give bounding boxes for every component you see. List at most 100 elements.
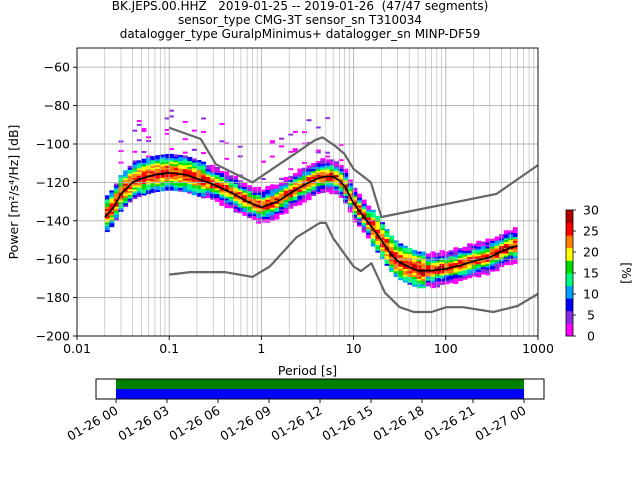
density-cell xyxy=(297,187,303,190)
density-cell xyxy=(499,243,505,246)
density-cell xyxy=(219,184,225,187)
density-cell xyxy=(214,178,220,181)
density-cell xyxy=(366,234,372,237)
density-cell xyxy=(201,190,207,193)
colorbar-tick-label: 10 xyxy=(583,287,599,302)
density-cell xyxy=(265,207,271,210)
colorbar-cell xyxy=(566,294,573,297)
density-cell xyxy=(430,272,436,275)
density-cell xyxy=(343,189,349,193)
colorbar-cell xyxy=(566,239,573,242)
density-cell xyxy=(173,177,179,180)
density-cell xyxy=(191,191,197,194)
density-cell xyxy=(265,210,271,214)
density-cell xyxy=(109,209,115,212)
density-cell xyxy=(393,242,399,245)
density-cell xyxy=(150,161,156,165)
density-cell xyxy=(205,169,211,172)
density-cell xyxy=(191,192,197,196)
density-cell xyxy=(251,208,257,211)
density-cell xyxy=(214,186,220,189)
density-cell xyxy=(324,151,330,154)
density-cell xyxy=(279,208,285,211)
density-cell xyxy=(425,272,431,275)
density-cell xyxy=(219,176,225,180)
density-cell xyxy=(288,168,294,171)
density-cell xyxy=(228,190,234,193)
density-cell xyxy=(187,170,193,173)
density-cell xyxy=(467,266,473,269)
density-cell xyxy=(338,170,344,173)
density-cell xyxy=(113,212,119,215)
colorbar-cell xyxy=(566,285,573,289)
density-cell xyxy=(136,139,142,142)
density-cell xyxy=(205,184,211,187)
density-cell xyxy=(467,252,473,256)
density-cell xyxy=(256,196,262,199)
density-cell xyxy=(311,191,317,195)
density-cell xyxy=(150,169,156,172)
density-cell xyxy=(398,251,404,254)
density-cell xyxy=(425,284,431,287)
colorbar-cell xyxy=(566,224,573,228)
density-cell xyxy=(457,248,463,251)
density-cell xyxy=(168,148,174,151)
density-cell xyxy=(306,174,312,178)
density-cell xyxy=(141,160,147,163)
timeline-tick-label: 01-26 15 xyxy=(319,403,375,444)
density-cell xyxy=(265,218,271,221)
density-cell xyxy=(306,165,312,168)
density-cell xyxy=(357,199,363,202)
density-cell xyxy=(434,279,440,282)
density-cell xyxy=(301,177,307,180)
density-cell xyxy=(375,229,381,232)
density-cell xyxy=(324,182,330,185)
density-cell xyxy=(292,175,298,178)
density-cell xyxy=(256,202,262,205)
density-cell xyxy=(136,173,142,177)
density-cell xyxy=(196,177,202,180)
density-cell xyxy=(494,247,500,251)
density-cell xyxy=(338,159,344,162)
density-cell xyxy=(471,249,477,252)
density-cell xyxy=(430,280,436,283)
density-cell xyxy=(269,203,275,206)
density-cell xyxy=(242,204,248,207)
density-cell xyxy=(352,206,358,210)
density-cell xyxy=(439,259,445,262)
density-cell xyxy=(292,194,298,197)
density-cell xyxy=(357,203,363,206)
density-cell xyxy=(334,165,340,168)
density-cell xyxy=(288,204,294,207)
density-cell xyxy=(288,177,294,180)
density-cell xyxy=(416,276,422,279)
density-cell xyxy=(412,259,418,262)
density-cell xyxy=(457,255,463,259)
density-cell xyxy=(485,273,491,276)
density-cell xyxy=(256,192,262,195)
density-cell xyxy=(187,174,193,177)
density-cell xyxy=(389,235,395,238)
density-cell xyxy=(159,156,165,159)
density-cell xyxy=(357,201,363,204)
density-cell xyxy=(150,158,156,161)
density-cell xyxy=(274,207,280,210)
density-cell xyxy=(187,187,193,190)
density-cell xyxy=(242,186,248,189)
density-cell xyxy=(421,264,427,268)
density-cell xyxy=(416,259,422,262)
density-cell xyxy=(301,192,307,195)
density-cell xyxy=(256,215,262,218)
density-cell xyxy=(434,264,440,267)
density-cell xyxy=(347,192,353,196)
density-cell xyxy=(311,170,317,173)
density-cell xyxy=(471,274,477,277)
density-cell xyxy=(141,177,147,181)
density-cell xyxy=(407,259,413,262)
density-cell xyxy=(357,218,363,221)
density-cell xyxy=(338,186,344,189)
density-cell xyxy=(457,269,463,272)
density-cell xyxy=(384,244,390,247)
density-cell xyxy=(375,250,381,253)
density-cell xyxy=(288,183,294,186)
